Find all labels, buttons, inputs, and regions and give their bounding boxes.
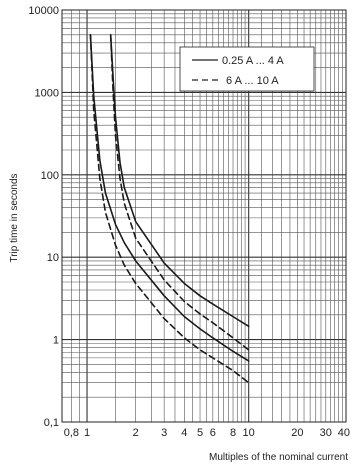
y-tick-labels: 0,1 1 10 100 1000 10000	[28, 5, 59, 429]
x-tick-label: 40	[338, 427, 350, 439]
trip-curve-dashed-3	[109, 33, 250, 351]
legend: 0.25 A ... 4 A 6 A ... 10 A	[179, 46, 315, 92]
y-tick-label: 10	[47, 252, 59, 264]
curves-layer	[89, 33, 250, 384]
x-tick-label: 3	[161, 427, 167, 439]
y-tick-label: 0,1	[44, 417, 59, 429]
x-tick-label: 2	[133, 427, 139, 439]
y-axis-title: Trip time in seconds	[9, 173, 20, 262]
x-tick-label: 6	[210, 427, 216, 439]
x-tick-label: 4	[181, 427, 187, 439]
x-axis-title: Multiples of the nominal current	[209, 452, 348, 463]
legend-label-solid: 0.25 A ... 4 A	[222, 55, 284, 67]
x-tick-label: 20	[291, 427, 303, 439]
trip-curve-solid-1	[109, 33, 250, 328]
x-tick-label: 5	[197, 427, 203, 439]
y-tick-label: 1	[53, 335, 59, 347]
legend-box	[179, 46, 315, 92]
trip-curve-solid-0	[89, 33, 250, 362]
y-tick-label: 10000	[28, 5, 59, 17]
y-tick-label: 100	[41, 170, 59, 182]
x-tick-label: 10	[243, 427, 255, 439]
x-tick-label: 0,8	[64, 427, 79, 439]
plot-frame	[61, 9, 347, 423]
x-tick-label: 1	[84, 427, 90, 439]
legend-label-dashed: 6 A ... 10 A	[226, 75, 279, 87]
trip-curve-dashed-2	[89, 33, 250, 384]
y-tick-label: 1000	[35, 87, 59, 99]
x-tick-label: 8	[230, 427, 236, 439]
x-tick-labels: 0,8 1 2 3 4 5 6 8 10 20 30 40	[64, 427, 350, 439]
x-tick-label: 30	[320, 427, 332, 439]
